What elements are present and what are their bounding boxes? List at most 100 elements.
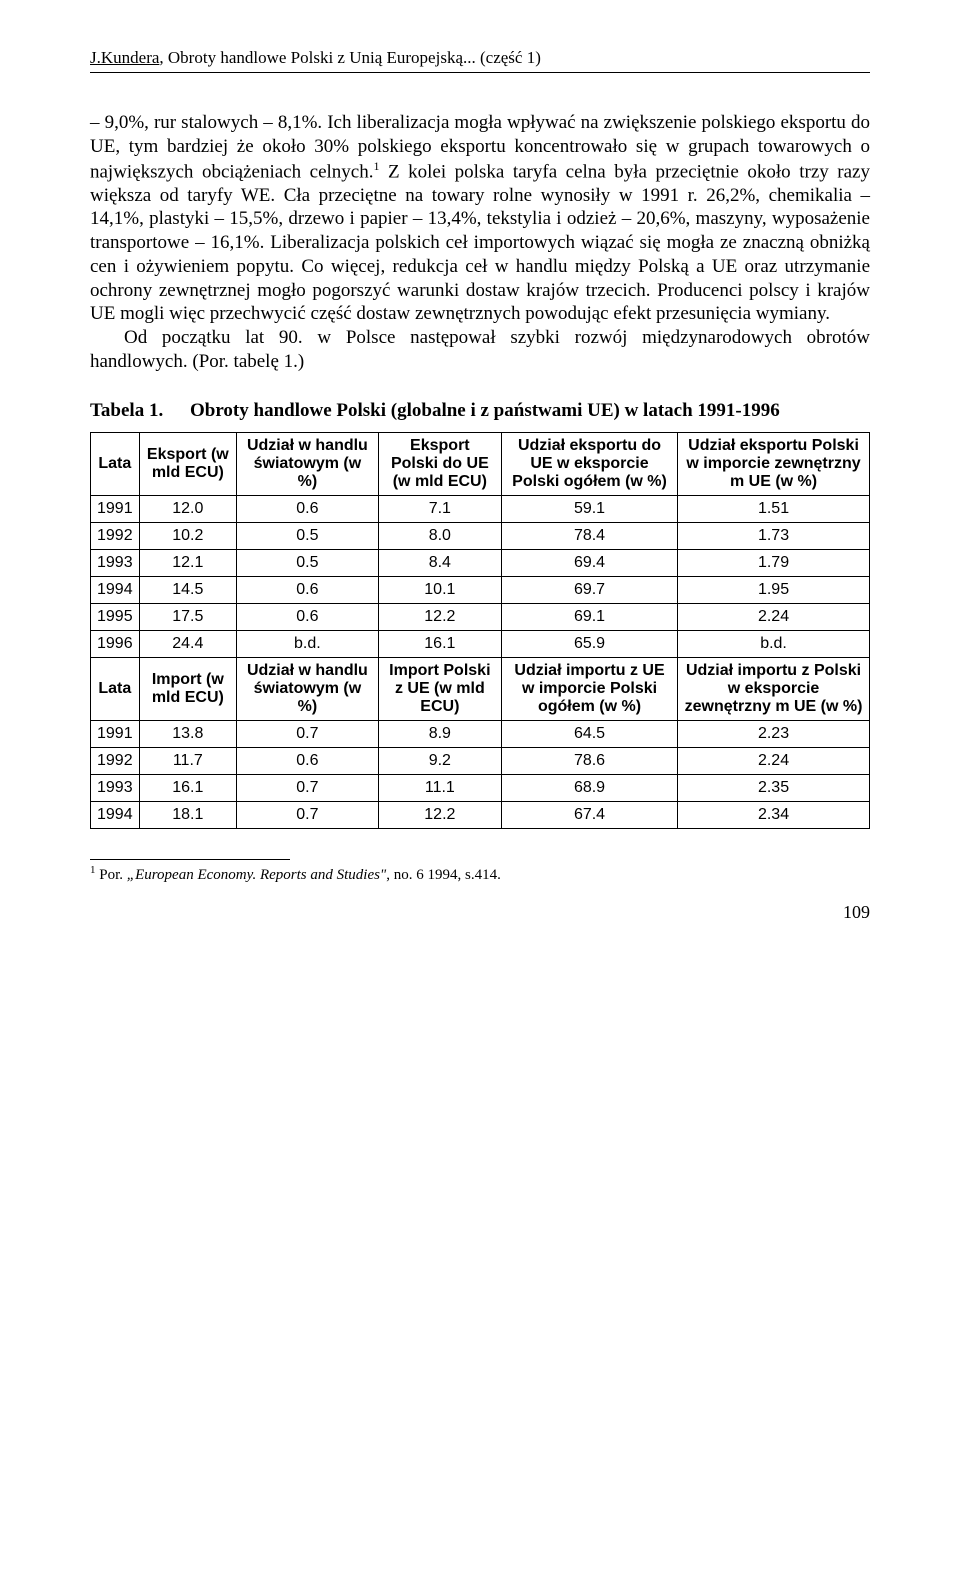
cell: 59.1 — [501, 495, 677, 522]
page-number: 109 — [90, 902, 870, 923]
cell: 1993 — [91, 549, 140, 576]
cell: 16.1 — [378, 630, 501, 657]
cell: 2.24 — [678, 603, 870, 630]
cell: 10.1 — [378, 576, 501, 603]
footnote: 1 Por. „European Economy. Reports and St… — [90, 864, 870, 884]
cell: 0.5 — [237, 549, 379, 576]
cell: 24.4 — [139, 630, 236, 657]
cell: 7.1 — [378, 495, 501, 522]
cell: 0.7 — [237, 801, 379, 828]
cell: 78.4 — [501, 522, 677, 549]
table-block: Tabela 1. Obroty handlowe Polski (global… — [90, 400, 870, 829]
cell: 12.0 — [139, 495, 236, 522]
table-caption: Tabela 1. Obroty handlowe Polski (global… — [90, 400, 870, 422]
cell: 69.4 — [501, 549, 677, 576]
trade-table: Lata Eksport (w mld ECU) Udział w handlu… — [90, 432, 870, 829]
col-year: Lata — [91, 432, 140, 495]
table-label: Tabela 1. — [90, 400, 190, 422]
cell: 9.2 — [378, 747, 501, 774]
table-row: 199312.10.58.469.41.79 — [91, 549, 870, 576]
cell: 69.7 — [501, 576, 677, 603]
cell: 0.6 — [237, 603, 379, 630]
cell: 14.5 — [139, 576, 236, 603]
cell: 1.95 — [678, 576, 870, 603]
cell: 1992 — [91, 747, 140, 774]
cell: 69.1 — [501, 603, 677, 630]
cell: 1.73 — [678, 522, 870, 549]
cell: 18.1 — [139, 801, 236, 828]
cell: 0.6 — [237, 576, 379, 603]
col-year: Lata — [91, 657, 140, 720]
cell: 8.9 — [378, 720, 501, 747]
col-import-ue: Import Polski z UE (w mld ECU) — [378, 657, 501, 720]
cell: 12.2 — [378, 603, 501, 630]
cell: 11.7 — [139, 747, 236, 774]
cell: 8.4 — [378, 549, 501, 576]
col-share-ue-export: Udział importu z Polski w eksporcie zewn… — [678, 657, 870, 720]
cell: 13.8 — [139, 720, 236, 747]
cell: 16.1 — [139, 774, 236, 801]
running-head-author: J.Kundera — [90, 48, 159, 67]
col-share-ue-import: Udział importu z UE w imporcie Polski og… — [501, 657, 677, 720]
cell: 1995 — [91, 603, 140, 630]
cell: 0.7 — [237, 720, 379, 747]
col-export: Eksport (w mld ECU) — [139, 432, 236, 495]
cell: 10.2 — [139, 522, 236, 549]
paragraph-2: Od początku lat 90. w Polsce następował … — [90, 326, 870, 374]
footnote-separator — [90, 859, 290, 860]
table-row: 199624.4b.d.16.165.9b.d. — [91, 630, 870, 657]
table-row: 199113.80.78.964.52.23 — [91, 720, 870, 747]
running-head: J.Kundera, Obroty handlowe Polski z Unią… — [90, 48, 870, 68]
cell: 0.6 — [237, 495, 379, 522]
cell: 0.5 — [237, 522, 379, 549]
cell: 1991 — [91, 495, 140, 522]
paragraph-1: – 9,0%, rur stalowych – 8,1%. Ich libera… — [90, 111, 870, 326]
running-head-title: , Obroty handlowe Polski z Unią Europejs… — [159, 48, 540, 67]
page: J.Kundera, Obroty handlowe Polski z Unią… — [0, 0, 960, 1583]
cell: 78.6 — [501, 747, 677, 774]
table-row: 199316.10.711.168.92.35 — [91, 774, 870, 801]
cell: 65.9 — [501, 630, 677, 657]
import-header-row: Lata Import (w mld ECU) Udział w handlu … — [91, 657, 870, 720]
footnote-text-post: , no. 6 1994, s.414. — [386, 867, 501, 883]
cell: 0.7 — [237, 774, 379, 801]
cell: 1.79 — [678, 549, 870, 576]
col-export-ue: Eksport Polski do UE (w mld ECU) — [378, 432, 501, 495]
cell: 12.2 — [378, 801, 501, 828]
cell: 67.4 — [501, 801, 677, 828]
cell: 1.51 — [678, 495, 870, 522]
export-body: 199112.00.67.159.11.51 199210.20.58.078.… — [91, 495, 870, 828]
cell: 2.24 — [678, 747, 870, 774]
col-share-world: Udział w handlu światowym (w %) — [237, 657, 379, 720]
table-row: 199112.00.67.159.11.51 — [91, 495, 870, 522]
cell: 1996 — [91, 630, 140, 657]
paragraph-1-part2: Z kolei polska taryfa celna była przecię… — [90, 161, 870, 325]
cell: 1991 — [91, 720, 140, 747]
cell: 1992 — [91, 522, 140, 549]
cell: 11.1 — [378, 774, 501, 801]
cell: 1994 — [91, 576, 140, 603]
table-row: 199517.50.612.269.12.24 — [91, 603, 870, 630]
header-rule — [90, 72, 870, 73]
cell: 68.9 — [501, 774, 677, 801]
cell: 2.23 — [678, 720, 870, 747]
cell: b.d. — [678, 630, 870, 657]
col-share-ue-import: Udział eksportu Polski w imporcie zewnęt… — [678, 432, 870, 495]
col-import: Import (w mld ECU) — [139, 657, 236, 720]
table-row: 199418.10.712.267.42.34 — [91, 801, 870, 828]
col-share-world: Udział w handlu światowym (w %) — [237, 432, 379, 495]
export-header-row: Lata Eksport (w mld ECU) Udział w handlu… — [91, 432, 870, 495]
table-row: 199211.70.69.278.62.24 — [91, 747, 870, 774]
cell: 8.0 — [378, 522, 501, 549]
col-share-ue-export: Udział eksportu do UE w eksporcie Polski… — [501, 432, 677, 495]
cell: 2.34 — [678, 801, 870, 828]
footnote-text-pre: Por. — [96, 867, 127, 883]
footnote-italic: „European Economy. Reports and Studies" — [127, 867, 386, 883]
cell: b.d. — [237, 630, 379, 657]
cell: 2.35 — [678, 774, 870, 801]
table-row: 199210.20.58.078.41.73 — [91, 522, 870, 549]
cell: 64.5 — [501, 720, 677, 747]
table-caption-text: Obroty handlowe Polski (globalne i z pań… — [190, 400, 780, 422]
cell: 0.6 — [237, 747, 379, 774]
table-row: 199414.50.610.169.71.95 — [91, 576, 870, 603]
